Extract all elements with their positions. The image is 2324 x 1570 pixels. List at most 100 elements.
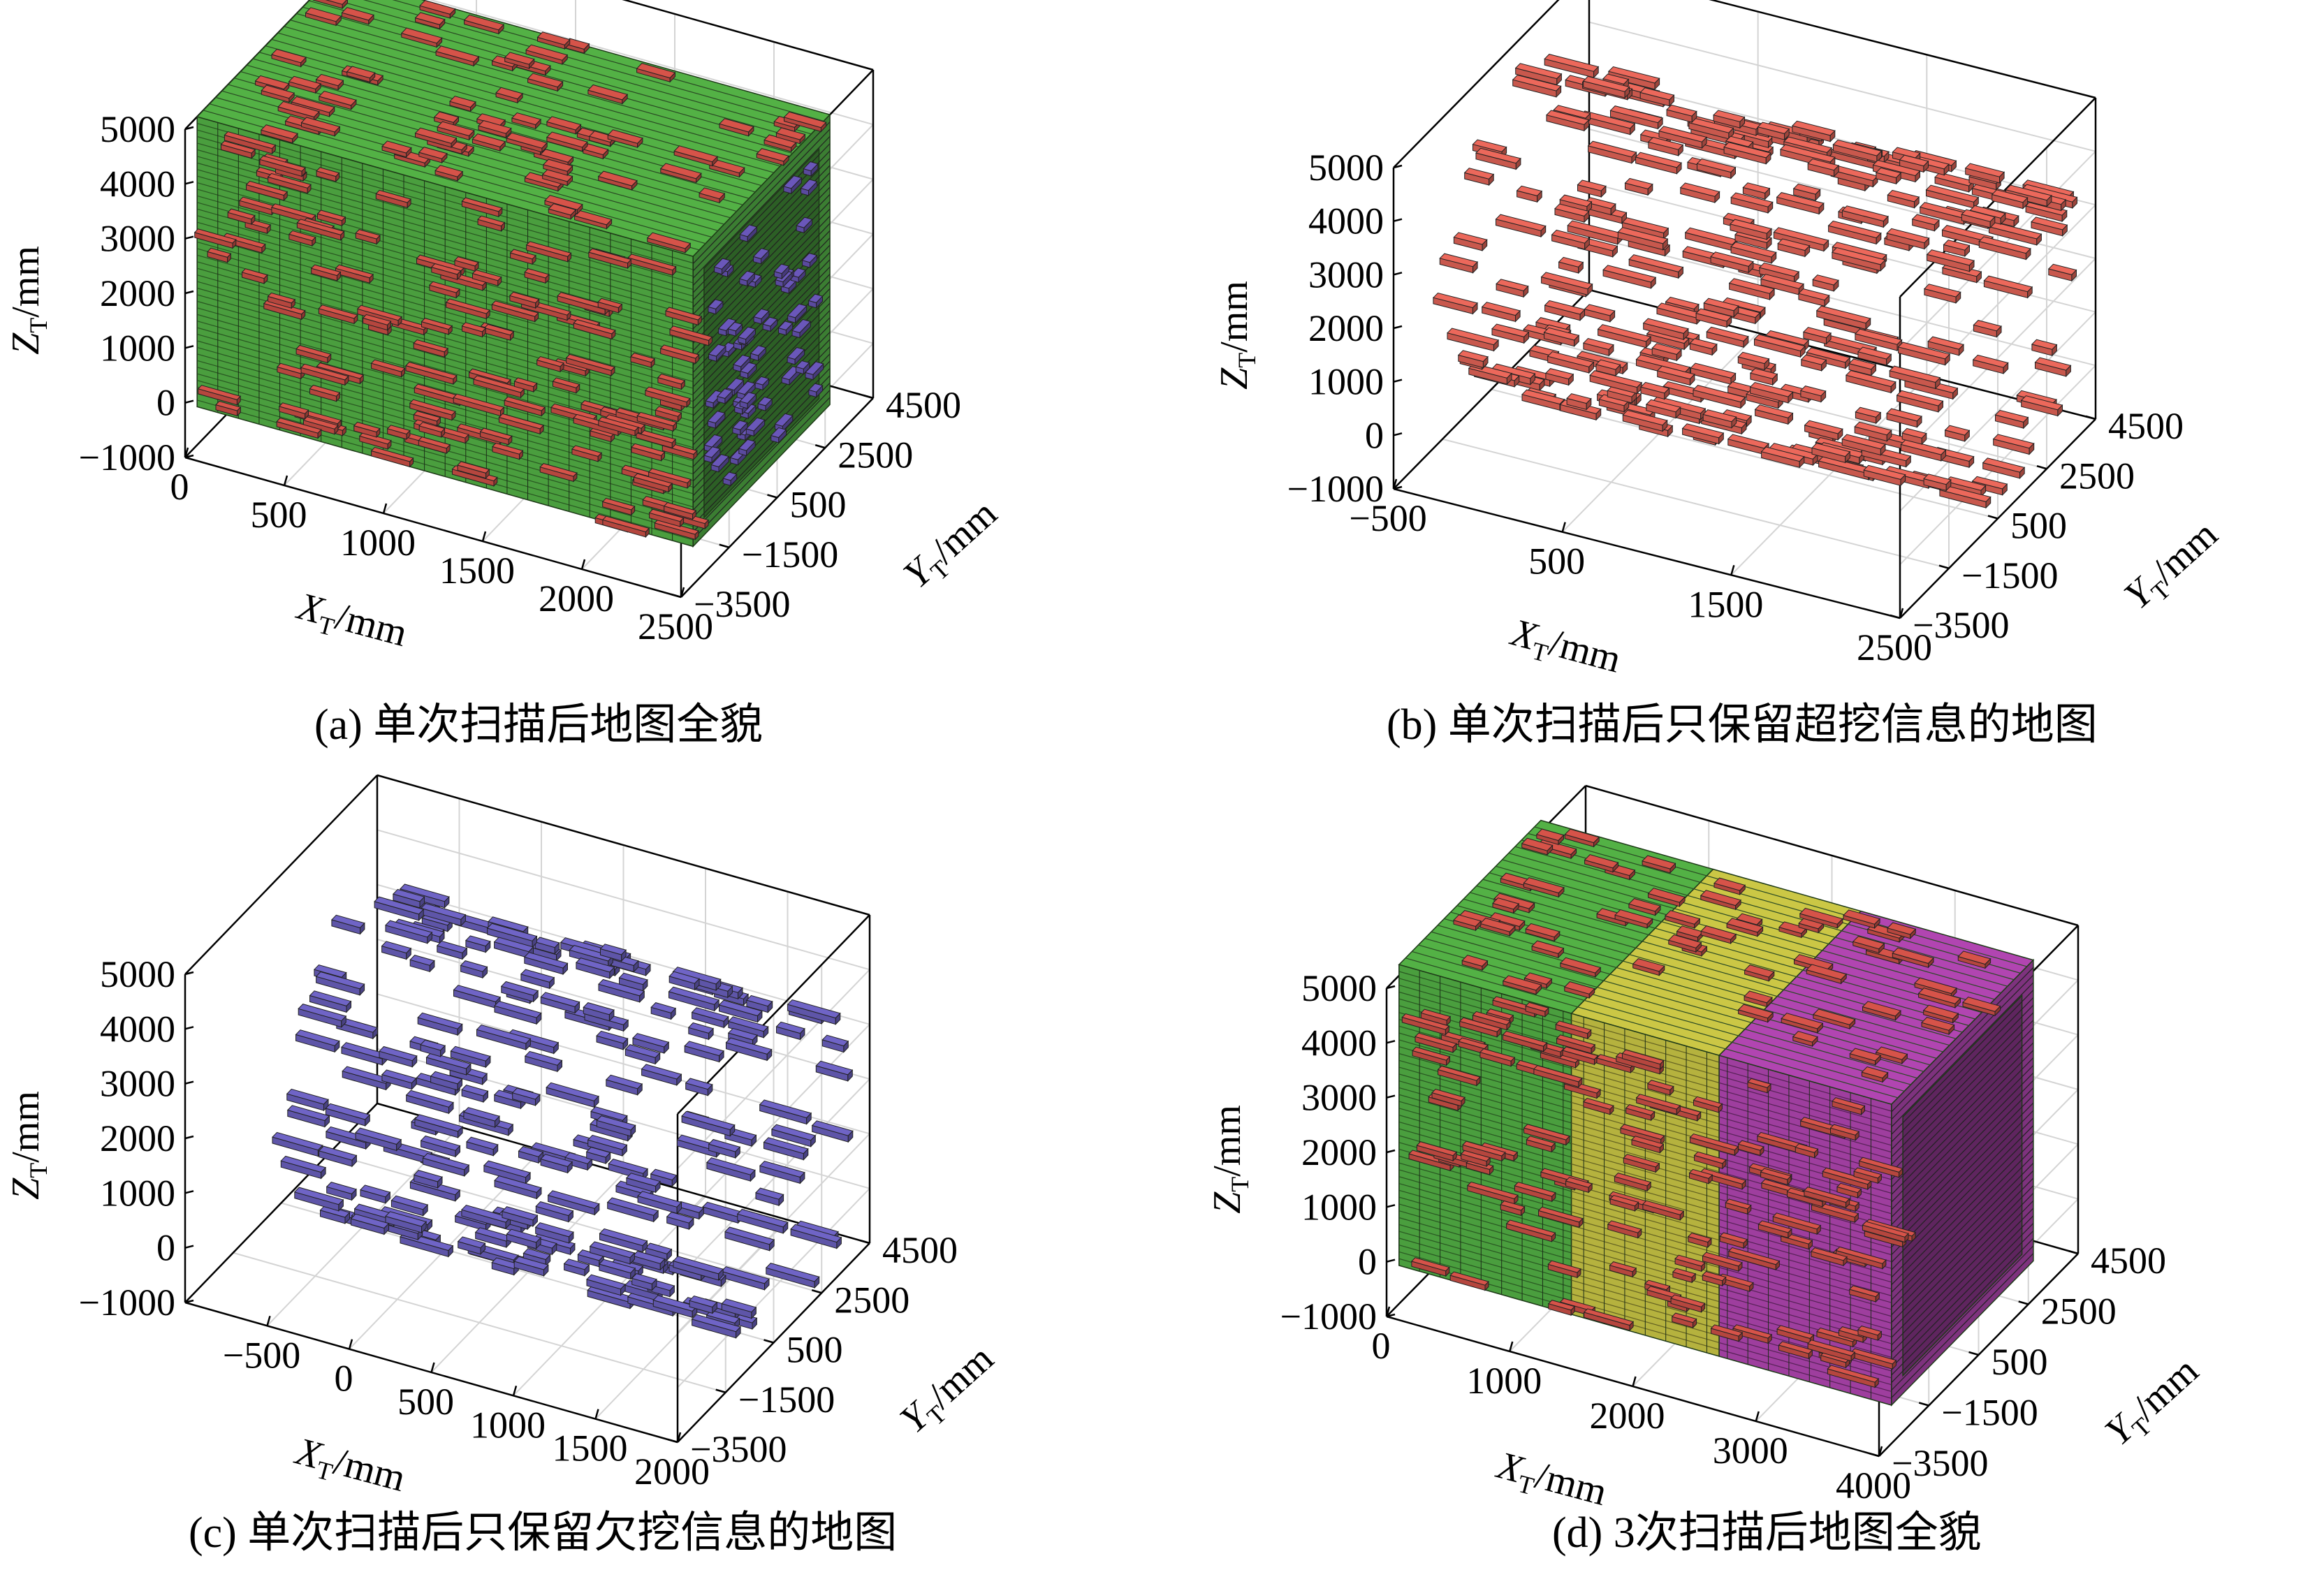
voxel (1582, 1097, 1614, 1115)
voxel (491, 300, 539, 323)
voxel (318, 305, 358, 325)
voxel (420, 903, 467, 927)
voxel (462, 1107, 500, 1129)
voxel (745, 995, 773, 1013)
x-tick-label: 0 (1372, 1325, 1391, 1367)
z-tick-label: 0 (156, 382, 175, 424)
voxel-row (1891, 1245, 2034, 1391)
voxel (1410, 1257, 1450, 1277)
voxel-row (1891, 1027, 2034, 1173)
z-tick-mark (1393, 164, 1403, 169)
x-tick-mark (481, 531, 487, 542)
voxel-row (392, 0, 824, 122)
z-axis-label: ZT/mm (4, 1091, 52, 1200)
z-tick-label: −1000 (1280, 1296, 1377, 1337)
voxel (1583, 1308, 1635, 1332)
voxel (422, 1152, 470, 1178)
voxel (1647, 888, 1686, 908)
voxel (430, 263, 462, 281)
voxel (1607, 66, 1660, 91)
voxel (1401, 1013, 1450, 1036)
voxel-layer (1432, 54, 2078, 509)
voxel (606, 1197, 659, 1223)
voxel (1609, 1194, 1639, 1212)
voxel (346, 66, 376, 83)
voxel (1858, 1157, 1903, 1178)
voxel-row (1891, 1170, 2034, 1316)
voxel (276, 362, 305, 380)
voxel (1681, 423, 1725, 445)
voxel (1670, 1294, 1706, 1313)
voxel (1886, 228, 1930, 250)
voxel-row (1891, 1155, 2034, 1300)
voxel (1640, 381, 1670, 400)
voxel (763, 134, 797, 153)
voxel (787, 999, 841, 1025)
voxel (718, 999, 763, 1023)
voxel (564, 1152, 593, 1171)
voxel (1589, 370, 1643, 395)
voxel (641, 1064, 682, 1087)
voxel (770, 427, 787, 444)
z-tick-label: 4000 (100, 163, 175, 205)
voxel (392, 888, 425, 909)
voxel (573, 210, 613, 230)
z-tick-label: 1000 (1301, 1186, 1377, 1228)
z-tick-label: −1000 (1287, 468, 1384, 510)
voxel (414, 1114, 464, 1139)
voxel (288, 230, 316, 247)
gridline (677, 969, 870, 1170)
voxel-row (1891, 1140, 2034, 1286)
voxel (1693, 1151, 1727, 1170)
voxel (1973, 320, 2002, 338)
voxel (295, 1029, 340, 1053)
voxel (504, 52, 535, 70)
voxel-row (692, 216, 831, 358)
x-axis-label: XT/mm (1491, 1444, 1612, 1519)
voxel (625, 1173, 661, 1194)
voxel (1622, 409, 1668, 432)
voxel (739, 224, 758, 243)
voxel (1700, 890, 1742, 911)
voxel (601, 515, 650, 538)
voxel (1688, 117, 1734, 140)
z-tick-label: 5000 (100, 108, 175, 150)
voxel (534, 937, 560, 955)
y-tick-mark (859, 1239, 870, 1245)
voxel (1728, 278, 1776, 301)
y-tick-label: −3500 (690, 1428, 787, 1470)
voxel (460, 1204, 511, 1230)
voxel (586, 1274, 627, 1296)
voxel (1795, 1143, 1819, 1159)
voxel-row (247, 64, 743, 205)
voxel (1526, 1136, 1556, 1153)
y-tick-label: 4500 (2108, 405, 2184, 447)
voxel (1848, 358, 1877, 376)
voxel (1889, 365, 1941, 390)
voxel (1577, 179, 1607, 198)
voxel (1845, 369, 1897, 394)
voxel (756, 148, 790, 166)
axis-edge (184, 775, 378, 975)
voxel (546, 1082, 599, 1108)
voxel (1754, 404, 1794, 425)
voxel (547, 1190, 600, 1216)
x-tick-mark (1899, 608, 1904, 619)
voxel (687, 1022, 715, 1041)
voxel-layer (272, 883, 854, 1339)
voxel (342, 1066, 392, 1091)
voxel-row (363, 0, 818, 129)
voxel (1521, 389, 1565, 411)
voxel (478, 120, 512, 139)
voxel (707, 411, 726, 430)
voxel (461, 322, 487, 338)
voxel-row (309, 0, 805, 141)
voxel (486, 923, 538, 948)
y-tick-mark (1987, 515, 1998, 520)
y-tick-label: 500 (2010, 505, 2067, 547)
voxel (1772, 1212, 1822, 1235)
voxel (1899, 154, 1929, 173)
voxel (775, 127, 806, 145)
y-tick-mark (2018, 1300, 2029, 1305)
voxel (330, 914, 365, 935)
